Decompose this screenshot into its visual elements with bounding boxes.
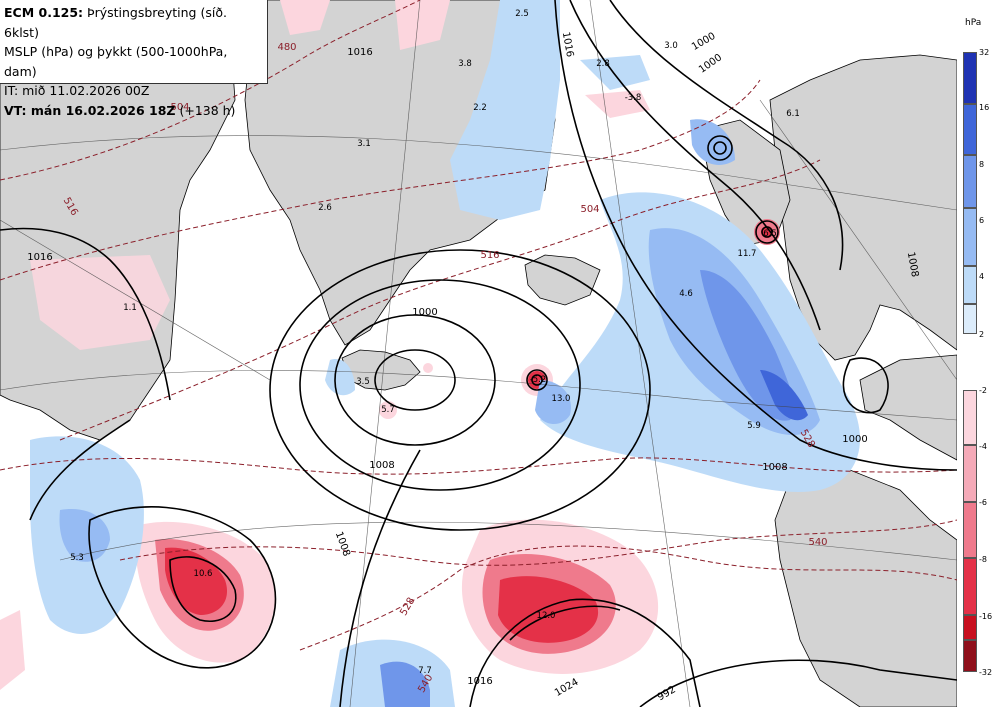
mslp-line: MSLP (hPa) og þykkt (500-1000hPa, dam) — [4, 44, 228, 79]
color-legend: hPa 32 16 8 6 4 2 -2 -4 -6 -8 -16 -32 — [957, 0, 1000, 707]
pressure-change-value: 6.1 — [786, 109, 800, 119]
isobar-label: 1016 — [467, 676, 492, 687]
legend-swatch-rise — [963, 208, 977, 266]
pressure-change-value: 3.5 — [356, 377, 370, 387]
parameter-label: Þrýstingsbreyting (síð. 6klst) — [4, 5, 227, 40]
pressure-change-value: 11.7 — [738, 249, 757, 259]
pressure-change-value: 5.9 — [747, 421, 761, 431]
legend-swatch-fall — [963, 390, 977, 445]
pressure-rise-areas — [30, 0, 860, 707]
info-box: ECM 0.125: Þrýstingsbreyting (síð. 6klst… — [0, 0, 268, 118]
legend-label-fall: -16 — [979, 612, 993, 621]
thickness-label: 540 — [808, 537, 827, 548]
iberia-france — [774, 469, 957, 707]
legend-label-rise: 2 — [979, 330, 985, 339]
legend-label-fall: -32 — [979, 668, 993, 677]
isobar-label: 1016 — [27, 252, 52, 263]
legend-label-fall: -6 — [979, 498, 987, 507]
legend-label-fall: -2 — [979, 386, 987, 395]
legend-swatch-fall — [963, 615, 977, 640]
legend-swatch-fall — [963, 558, 977, 615]
legend-swatch-rise — [963, 155, 977, 208]
pressure-change-value: 13.0 — [552, 394, 571, 404]
model-label: ECM 0.125: — [4, 5, 84, 20]
legend-label-rise: 4 — [979, 272, 985, 281]
pressure-change-value: 5.7 — [381, 405, 395, 415]
pressure-change-value: 3.0 — [664, 41, 678, 51]
pressure-change-value: 12.0 — [537, 611, 556, 621]
pressure-change-value: 7.7 — [418, 666, 432, 676]
pressure-change-value: 2.5 — [515, 9, 529, 19]
legend-label-rise: 32 — [979, 48, 990, 57]
legend-swatch-rise — [963, 304, 977, 334]
legend-unit: hPa — [965, 18, 982, 28]
pressure-change-value: -3.8 — [625, 93, 642, 103]
thickness-label: 504 — [170, 102, 189, 113]
pressure-change-value: 2.8 — [596, 59, 610, 69]
pressure-change-value: 1.1 — [123, 303, 137, 313]
isobar-label: 1016 — [347, 47, 372, 58]
forecast-hour: (+138 h) — [175, 102, 236, 118]
svalbard — [524, 254, 601, 306]
pressure-change-value: 4.6 — [679, 289, 693, 299]
iceland — [341, 349, 421, 391]
pressure-change-value: -5.2 — [530, 375, 547, 385]
thickness-label: 516 — [480, 250, 499, 261]
pressure-change-value: 3.1 — [357, 139, 371, 149]
thickness-label: 504 — [580, 204, 599, 215]
legend-label-fall: -4 — [979, 442, 987, 451]
isobar-label: 1000 — [842, 434, 867, 445]
isobars — [0, 0, 957, 707]
legend-label-fall: -8 — [979, 555, 987, 564]
isobar-label: 1008 — [762, 462, 787, 473]
legend-swatch-rise — [963, 52, 977, 104]
legend-label-rise: 8 — [979, 160, 985, 169]
pressure-change-value: 6.5 — [763, 229, 777, 239]
pressure-change-value: 2.2 — [473, 103, 487, 113]
thickness-contours — [0, 0, 957, 651]
legend-swatch-fall — [963, 640, 977, 672]
finland-russia — [859, 354, 957, 461]
pressure-change-value: 10.6 — [194, 569, 213, 579]
isobar-label: 1016 — [560, 31, 575, 58]
isobar-label: 1008 — [369, 460, 394, 471]
thickness-label: 480 — [277, 42, 296, 53]
pressure-change-value: 5.3 — [70, 553, 84, 563]
valid-time: VT: mán 16.02.2026 18Z — [4, 102, 176, 118]
legend-swatch-fall — [963, 445, 977, 502]
pressure-fall-areas — [0, 0, 780, 690]
legend-swatch-rise — [963, 266, 977, 304]
legend-label-rise: 6 — [979, 216, 985, 225]
isobar-label: 1000 — [412, 307, 437, 318]
pressure-change-value: 3.8 — [458, 59, 472, 69]
legend-swatch-rise — [963, 104, 977, 155]
init-time: IT: mið 11.02.2026 00Z — [4, 83, 150, 98]
scandinavia — [769, 54, 957, 361]
isobar-label: 1008 — [905, 251, 920, 278]
legend-swatch-fall — [963, 502, 977, 558]
legend-label-rise: 16 — [979, 103, 990, 112]
pressure-change-value: 2.6 — [318, 203, 332, 213]
